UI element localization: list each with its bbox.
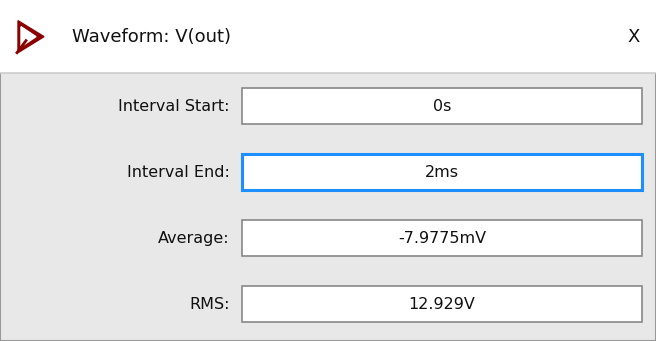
Text: Interval End:: Interval End: xyxy=(127,165,230,180)
Polygon shape xyxy=(21,27,36,47)
Text: Average:: Average: xyxy=(158,231,230,246)
Bar xyxy=(242,154,642,190)
Text: 2ms: 2ms xyxy=(425,165,459,180)
Text: -7.9775mV: -7.9775mV xyxy=(398,231,486,246)
Bar xyxy=(242,220,642,256)
Text: Waveform: V(out): Waveform: V(out) xyxy=(72,28,231,46)
Bar xyxy=(242,286,642,322)
Text: 12.929V: 12.929V xyxy=(409,297,476,312)
Text: X: X xyxy=(628,28,640,46)
Polygon shape xyxy=(18,21,44,53)
Text: 0s: 0s xyxy=(433,99,451,114)
Text: Interval Start:: Interval Start: xyxy=(119,99,230,114)
Text: RMS:: RMS: xyxy=(190,297,230,312)
Bar xyxy=(0,0,656,73)
Bar xyxy=(242,88,642,124)
